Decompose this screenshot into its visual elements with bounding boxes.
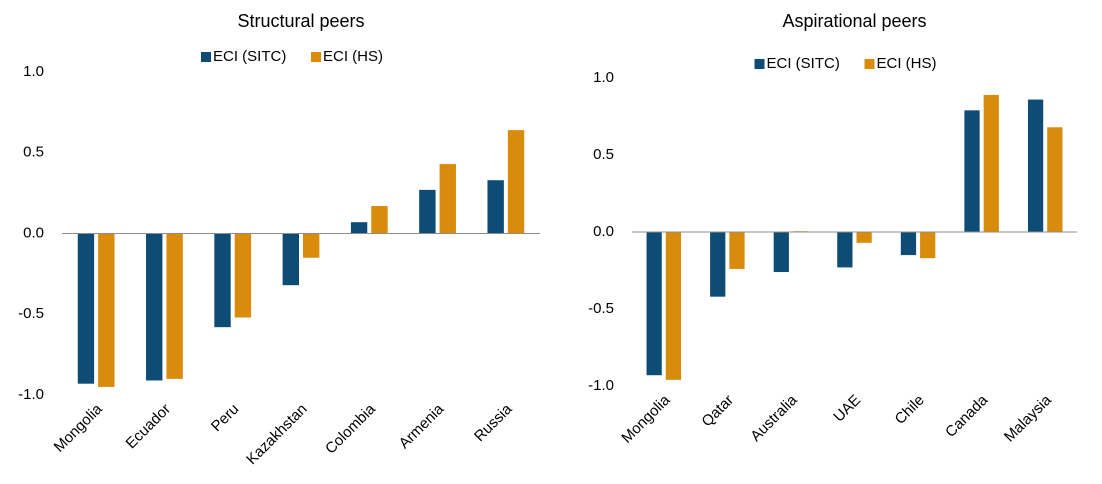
y-tick-label: 0.5 — [593, 146, 614, 163]
x-tick-label: Colombia — [322, 400, 379, 457]
x-tick-label: Peru — [208, 401, 242, 435]
bar — [303, 233, 320, 258]
bar — [920, 232, 936, 259]
bar — [964, 110, 980, 232]
bar — [282, 233, 299, 286]
bar — [856, 232, 872, 243]
bar — [371, 206, 388, 234]
x-tick-label: Mongolia — [618, 391, 674, 447]
x-tick-label: Malaysia — [1001, 391, 1055, 445]
legend-label: ECI (SITC) — [767, 55, 840, 72]
bar — [665, 232, 682, 380]
x-tick-label: Canada — [942, 391, 992, 441]
bar — [729, 232, 745, 269]
bar — [77, 233, 95, 384]
legend-swatch — [201, 52, 211, 62]
bar — [900, 232, 917, 256]
bar — [837, 232, 853, 268]
x-tick-label: Chile — [892, 392, 928, 428]
bar — [773, 232, 789, 273]
x-tick-label: Australia — [747, 391, 801, 445]
legend-label: ECI (SITC) — [213, 48, 286, 65]
x-tick-label: Russia — [471, 400, 516, 445]
x-tick-label: Mongolia — [51, 400, 107, 456]
legend-swatch — [754, 59, 765, 69]
bar — [710, 232, 726, 297]
bar — [1027, 99, 1044, 232]
bar — [983, 94, 999, 232]
legend-swatch — [864, 59, 875, 69]
y-tick-label: 1.0 — [593, 69, 614, 86]
bar — [98, 233, 115, 387]
bar — [350, 222, 368, 234]
bar — [487, 180, 504, 234]
y-tick-label: 0.0 — [593, 223, 614, 240]
bar — [507, 130, 525, 234]
bar — [1047, 127, 1063, 232]
y-tick-label: 0.5 — [23, 144, 44, 161]
bar — [419, 189, 436, 234]
x-tick-label: UAE — [830, 392, 864, 426]
y-tick-label: -1.0 — [588, 377, 614, 394]
y-tick-label: -0.5 — [588, 300, 614, 317]
bar — [234, 233, 252, 318]
y-tick-label: -0.5 — [18, 305, 44, 322]
legend-label: ECI (HS) — [877, 55, 937, 72]
y-tick-label: -1.0 — [18, 386, 44, 403]
y-tick-label: 1.0 — [23, 63, 44, 80]
legend-swatch — [311, 52, 321, 62]
x-tick-label: Qatar — [698, 392, 737, 431]
bar — [146, 233, 163, 381]
bar — [166, 233, 183, 379]
bar — [439, 164, 456, 234]
y-tick-label: 0.0 — [23, 224, 44, 241]
bar — [646, 232, 662, 376]
x-tick-label: Armenia — [396, 400, 448, 452]
legend-label: ECI (HS) — [323, 48, 383, 65]
chart-title: Aspirational peers — [782, 11, 926, 31]
x-tick-label: Ecuador — [123, 401, 175, 453]
x-tick-label: Kazakhstan — [243, 401, 310, 468]
bar — [214, 233, 231, 328]
chart-title: Structural peers — [237, 11, 364, 31]
